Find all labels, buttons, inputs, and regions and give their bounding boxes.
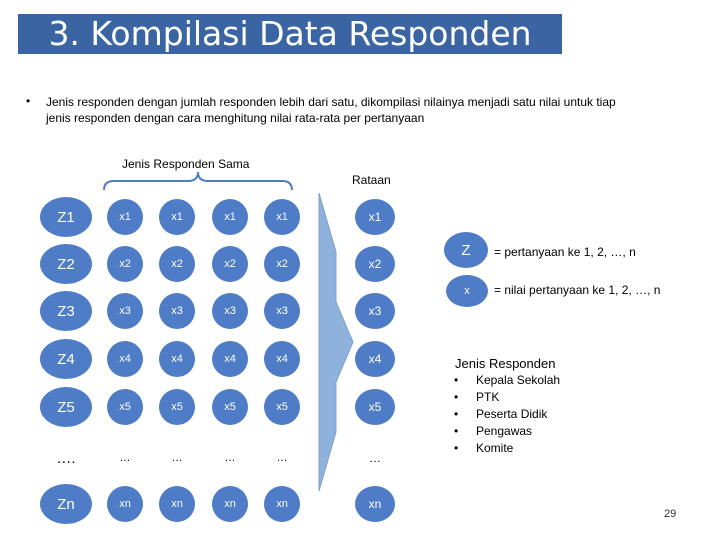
value-circle: x4 <box>159 341 195 377</box>
value-circle: x1 <box>159 199 195 235</box>
row-label-circle: Z3 <box>40 291 92 331</box>
average-circle: … <box>369 451 381 465</box>
page-number: 29 <box>664 508 677 520</box>
list-item: • PTK <box>454 389 560 406</box>
value-circle: x2 <box>212 246 248 282</box>
curly-brace-icon <box>103 171 293 191</box>
respondent-types-list: • Kepala Sekolah • PTK • Peserta Didik • Pen… <box>454 372 560 457</box>
value-circle: xn <box>107 486 143 522</box>
value-circle: x2 <box>159 246 195 282</box>
value-circle: x5 <box>212 389 248 425</box>
right-arrow-icon <box>318 192 354 492</box>
legend-z-text: = pertanyaan ke 1, 2, …, n <box>494 245 636 259</box>
value-circle: x5 <box>264 389 300 425</box>
same-type-label: Jenis Responden Sama <box>122 157 250 171</box>
value-circle: x1 <box>264 199 300 235</box>
list-item-label: PTK <box>476 390 500 404</box>
row-label-circle: Z4 <box>40 339 92 379</box>
value-circle: x2 <box>264 246 300 282</box>
value-circle: xn <box>159 486 195 522</box>
value-circle: x2 <box>107 246 143 282</box>
list-item-label: Kepala Sekolah <box>476 373 561 387</box>
value-circle: … <box>276 452 288 464</box>
value-circle: … <box>119 452 131 464</box>
row-label-circle: Z2 <box>40 244 92 284</box>
bullet-icon: • <box>454 373 459 387</box>
average-circle: x2 <box>355 246 395 282</box>
row-label-circle: Z1 <box>40 197 92 237</box>
bullet-icon: • <box>454 407 459 421</box>
value-circle: … <box>224 452 236 464</box>
value-circle: x4 <box>107 341 143 377</box>
value-circle: x1 <box>212 199 248 235</box>
row-label-circle: …. <box>56 449 76 467</box>
bullet-icon: • <box>454 424 459 438</box>
value-circle: x4 <box>264 341 300 377</box>
slide-title: 3. Kompilasi Data Responden <box>18 14 562 54</box>
average-circle: x1 <box>355 199 395 235</box>
value-circle: x3 <box>107 293 143 329</box>
list-item: • Komite <box>454 440 560 457</box>
legend-z-symbol: Z <box>444 232 488 268</box>
average-circle: x4 <box>355 341 395 377</box>
bullet-icon: • <box>454 390 459 404</box>
value-circle: x3 <box>212 293 248 329</box>
average-label: Rataan <box>352 173 391 187</box>
respondent-types-title: Jenis Responden <box>455 356 556 371</box>
value-circle: x3 <box>264 293 300 329</box>
list-item-label: Peserta Didik <box>476 407 548 421</box>
value-circle: x5 <box>107 389 143 425</box>
intro-text: Jenis responden dengan jumlah responden … <box>46 95 616 125</box>
list-item: • Kepala Sekolah <box>454 372 560 389</box>
row-label-circle: Zn <box>40 484 92 524</box>
value-circle: x1 <box>107 199 143 235</box>
list-item: • Pengawas <box>454 423 560 440</box>
list-item-label: Komite <box>476 441 514 455</box>
value-circle: xn <box>212 486 248 522</box>
list-item: • Peserta Didik <box>454 406 560 423</box>
value-circle: x5 <box>159 389 195 425</box>
value-circle: xn <box>264 486 300 522</box>
bullet-icon: • <box>26 94 31 108</box>
legend-x-symbol: x <box>446 275 488 307</box>
legend-x-text: = nilai pertanyaan ke 1, 2, …, n <box>494 283 661 297</box>
value-circle: x3 <box>159 293 195 329</box>
row-label-circle: Z5 <box>40 387 92 427</box>
list-item-label: Pengawas <box>476 424 533 438</box>
value-circle: x4 <box>212 341 248 377</box>
average-circle: xn <box>355 486 395 522</box>
average-circle: x5 <box>355 389 395 425</box>
value-circle: … <box>171 452 183 464</box>
average-circle: x3 <box>355 293 395 329</box>
bullet-icon: • <box>454 441 459 455</box>
